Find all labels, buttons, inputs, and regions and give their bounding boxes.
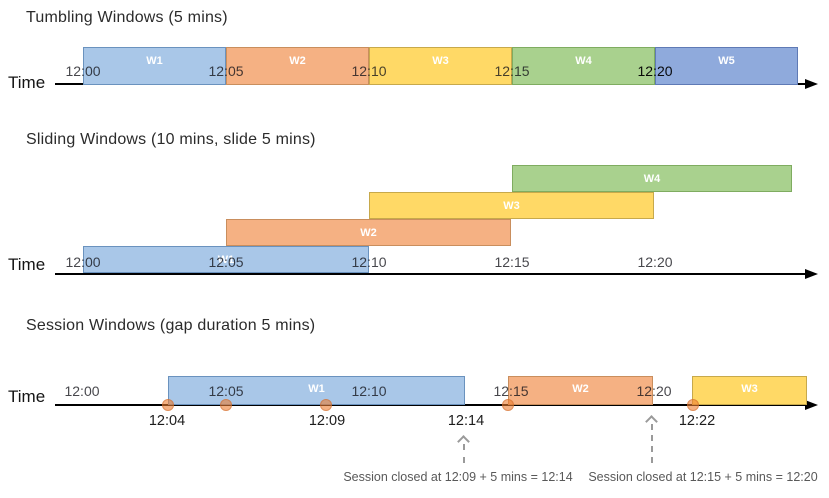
session-window-label-w3: W3 xyxy=(741,383,758,395)
session-section-title: Session Windows (gap duration 5 mins) xyxy=(26,317,316,334)
tumbling-window-bar-w3 xyxy=(369,47,512,85)
sliding-section-title: Sliding Windows (10 mins, slide 5 mins) xyxy=(26,131,316,148)
session-event-dot xyxy=(687,399,699,411)
session-window-label-w1: W1 xyxy=(308,383,325,395)
sliding-tick-label: 12:10 xyxy=(351,254,387,270)
session-event-dot xyxy=(162,399,174,411)
tumbling-window-label-w3: W3 xyxy=(432,55,449,67)
sliding-time-axis-label: Time xyxy=(8,255,46,274)
sliding-tick-label: 12:05 xyxy=(208,254,244,270)
tumbling-window-bar-w2 xyxy=(226,47,369,85)
session-window-bar-w2 xyxy=(508,376,653,405)
session-event-time-label: 12:22 xyxy=(678,413,716,429)
session-window-bar-w3 xyxy=(692,376,807,405)
sliding-window-bar-w2 xyxy=(226,219,511,246)
session-tick-label: 12:00 xyxy=(64,383,100,399)
sliding-tick-label: 12:00 xyxy=(65,254,101,270)
sliding-window-label-w3: W3 xyxy=(503,200,520,212)
session-session-note: Session closed at 12:09 + 5 mins = 12:14 xyxy=(343,470,573,484)
session-dashed-arrow-line xyxy=(463,444,465,463)
session-window-label-w2: W2 xyxy=(572,383,589,395)
tumbling-window-label-w1: W1 xyxy=(146,55,163,67)
sliding-window-label-w4: W4 xyxy=(643,173,661,185)
tumbling-tick-label: 12:10 xyxy=(351,63,387,79)
sliding-window-bar-w3 xyxy=(369,192,654,219)
session-tick-label: 12:05 xyxy=(208,383,244,399)
sliding-axis-arrow-icon xyxy=(805,269,818,279)
tumbling-tick-label: 12:05 xyxy=(208,63,244,79)
session-time-axis xyxy=(55,404,806,406)
tumbling-section-title: Tumbling Windows (5 mins) xyxy=(26,9,228,26)
session-event-time-label: 12:04 xyxy=(148,413,186,429)
sliding-window-bar-w1 xyxy=(83,246,369,273)
sliding-window-label-w2: W2 xyxy=(360,227,377,239)
session-tick-label: 12:10 xyxy=(351,383,387,399)
sliding-time-axis xyxy=(55,273,806,275)
tumbling-tick-label: 12:20 xyxy=(637,63,673,79)
tumbling-window-bar-w5 xyxy=(655,47,798,85)
tumbling-tick-label: 12:15 xyxy=(494,63,530,79)
session-session-note: Session closed at 12:15 + 5 mins = 12:20 xyxy=(588,470,818,484)
sliding-tick-label: 12:15 xyxy=(494,254,530,270)
tumbling-window-bar-w1 xyxy=(83,47,226,85)
tumbling-time-axis-label: Time xyxy=(8,73,46,92)
sliding-tick-label: 12:20 xyxy=(637,254,673,270)
tumbling-window-label-w4: W4 xyxy=(575,55,592,67)
session-window-bar-w1 xyxy=(168,376,465,405)
session-dashed-arrow-line xyxy=(651,424,653,463)
session-tick-label: 12:15 xyxy=(493,383,529,399)
session-event-dot xyxy=(320,399,332,411)
sliding-window-bar-w4 xyxy=(512,165,792,192)
tumbling-tick-label: 12:00 xyxy=(65,63,101,79)
session-event-time-label: 12:14 xyxy=(447,413,485,429)
session-event-dot xyxy=(220,399,232,411)
session-event-dot xyxy=(502,399,514,411)
session-axis-arrow-icon xyxy=(805,400,818,410)
tumbling-axis-arrow-icon xyxy=(805,79,818,89)
session-time-axis-label: Time xyxy=(8,387,46,406)
tumbling-window-label-w2: W2 xyxy=(289,55,306,67)
sliding-window-label-w1: W1 xyxy=(217,254,235,266)
session-tick-label: 12:20 xyxy=(636,383,672,399)
tumbling-window-bar-w4 xyxy=(512,47,655,85)
tumbling-window-label-w5: W5 xyxy=(718,55,735,67)
session-event-time-label: 12:09 xyxy=(308,413,346,429)
